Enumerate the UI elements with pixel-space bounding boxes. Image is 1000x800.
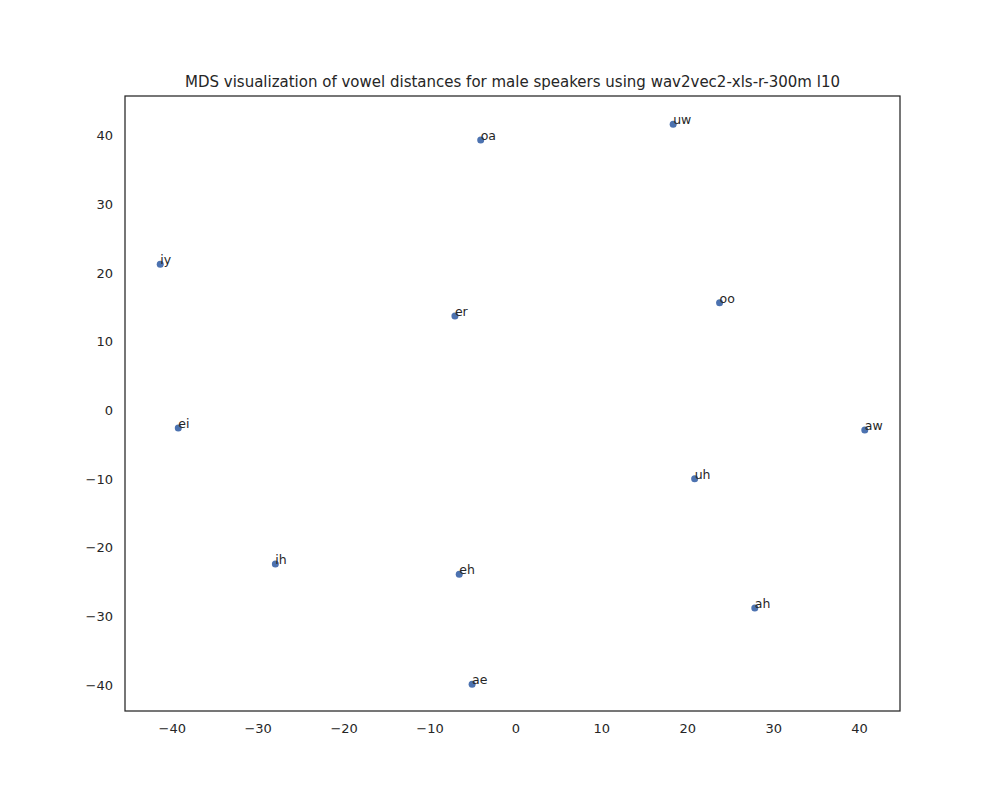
plot-frame: [125, 96, 900, 711]
x-tick-label: −10: [416, 721, 443, 736]
point-label: ah: [755, 596, 771, 611]
background: [0, 0, 1000, 800]
x-tick-label: 10: [594, 721, 611, 736]
point-label: iy: [160, 252, 171, 267]
chart: MDS visualization of vowel distances for…: [0, 0, 1000, 800]
x-tick-label: 30: [765, 721, 782, 736]
point-label: ae: [472, 672, 488, 687]
x-tick-label: −40: [159, 721, 186, 736]
y-tick-label: −40: [86, 678, 113, 693]
y-tick-label: 20: [96, 266, 113, 281]
point-label: uw: [673, 112, 691, 127]
point-label: ih: [275, 552, 286, 567]
x-tick-label: 0: [512, 721, 520, 736]
point-label: er: [455, 304, 469, 319]
point-label: oa: [481, 128, 496, 143]
point-label: aw: [865, 418, 883, 433]
y-tick-label: −20: [86, 540, 113, 555]
title: MDS visualization of vowel distances for…: [185, 73, 840, 91]
y-tick-label: 30: [96, 197, 113, 212]
point-label: eh: [459, 562, 475, 577]
x-tick-label: 40: [851, 721, 868, 736]
point-label: uh: [695, 467, 711, 482]
point-label: oo: [720, 291, 735, 306]
x-tick-label: −30: [244, 721, 271, 736]
y-tick-label: 40: [96, 128, 113, 143]
x-tick-label: −20: [330, 721, 357, 736]
x-tick-label: 20: [680, 721, 697, 736]
y-tick-label: 10: [96, 334, 113, 349]
y-tick-label: 0: [105, 403, 113, 418]
y-tick-label: −10: [86, 472, 113, 487]
y-tick-label: −30: [86, 609, 113, 624]
plot-area: [157, 121, 869, 688]
point-label: ei: [178, 416, 189, 431]
